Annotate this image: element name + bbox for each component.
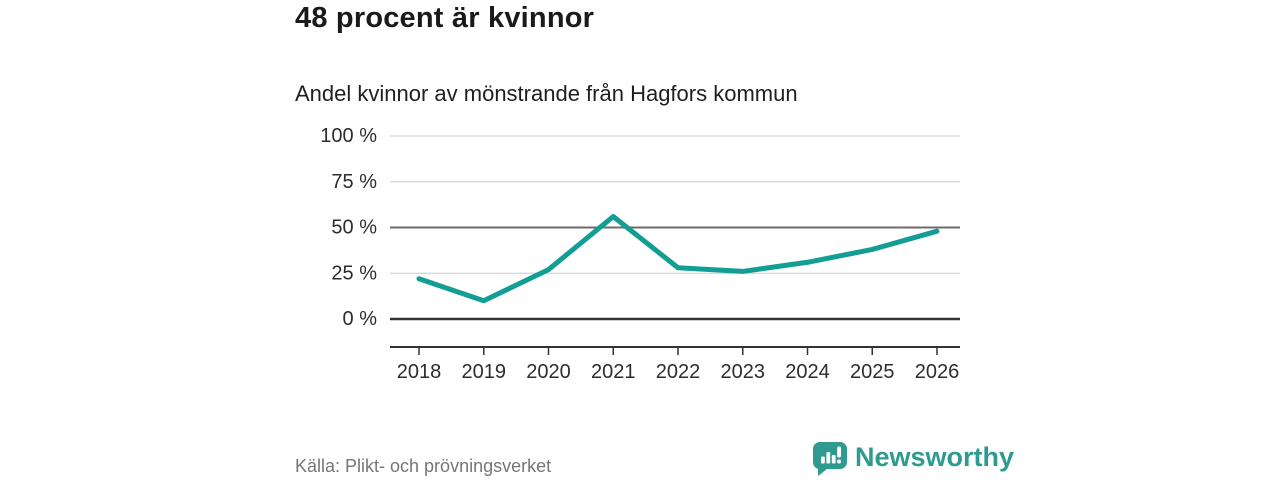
y-tick-label: 100 %	[320, 125, 377, 147]
line-chart: 0 % 25 % 50 % 75 % 100 % 2018 2019 2020 2021 2022…	[320, 125, 960, 383]
chart-title: 48 procent är kvinnor	[295, 2, 595, 34]
y-tick-label: 50 %	[331, 217, 377, 239]
x-tick-label: 2021	[591, 361, 636, 383]
y-tick-label: 0 %	[343, 308, 378, 330]
newsworthy-logo: Newsworthy	[810, 439, 1014, 476]
chart-subtitle: Andel kvinnor av mönstrande från Hagfors…	[295, 81, 798, 106]
newsworthy-logo-icon	[813, 442, 847, 476]
exclamation-bar	[837, 446, 841, 458]
data-line-series	[416, 214, 940, 304]
y-tick-label: 25 %	[331, 262, 377, 284]
bar-medium	[831, 455, 836, 464]
x-tick-label: 2022	[656, 361, 701, 383]
brand-name: Newsworthy	[855, 442, 1015, 472]
x-tick-label: 2026	[915, 361, 960, 383]
x-tick-label: 2020	[526, 361, 571, 383]
exclamation-dot	[837, 459, 842, 464]
y-tick-label: 75 %	[331, 171, 377, 193]
x-tick-label: 2019	[462, 361, 507, 383]
x-tick-label: 2023	[721, 361, 766, 383]
x-tick-label: 2024	[785, 361, 830, 383]
x-tick-label: 2018	[397, 361, 442, 383]
source-note: Källa: Plikt- och prövningsverket	[295, 456, 552, 476]
bar-tall	[826, 452, 831, 464]
bar-small	[821, 456, 825, 464]
x-tick-label: 2025	[850, 361, 895, 383]
